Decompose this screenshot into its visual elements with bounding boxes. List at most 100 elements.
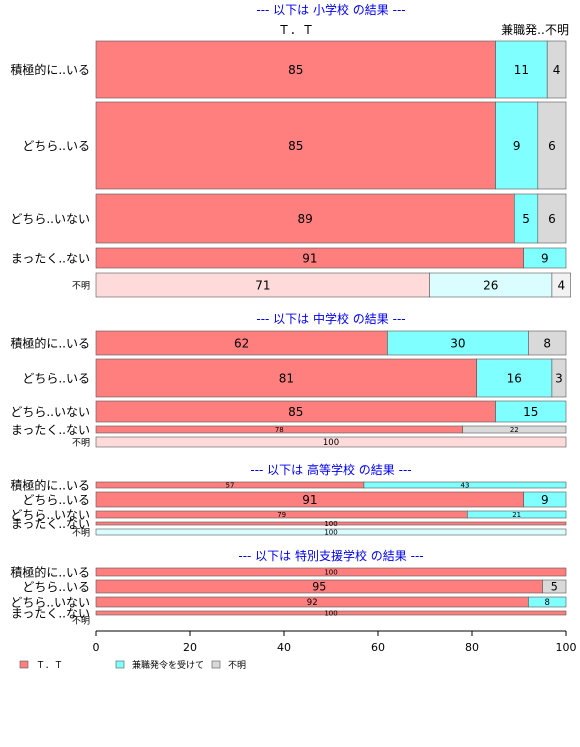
legend-swatch <box>115 660 125 669</box>
data-label: 11 <box>514 63 529 77</box>
data-label: 92 <box>307 598 318 608</box>
data-label: 5 <box>551 580 558 593</box>
row-label: どちら..いない <box>10 596 90 610</box>
data-label: 22 <box>510 426 519 434</box>
bar-segment-tt <box>95 521 567 526</box>
data-label: 100 <box>324 610 337 618</box>
panel-title: --- 以下は 高等学校 の結果 --- <box>250 462 411 477</box>
row-label: 不明 <box>72 527 90 538</box>
data-label: 100 <box>324 529 337 537</box>
panel-title: --- 以下は 中学校 の結果 --- <box>256 311 405 326</box>
row-label: どちら..いる <box>22 493 90 507</box>
data-label: 6 <box>548 212 556 226</box>
bar-segment-kenshoku <box>523 247 567 269</box>
x-tick-label: 60 <box>371 641 385 654</box>
bar-segment-fumei <box>551 272 572 298</box>
panel-title: --- 以下は 小学校 の結果 --- <box>256 2 405 17</box>
row-label: どちら..いない <box>10 405 90 419</box>
row-label: まったく..ない <box>11 517 90 531</box>
bar-segment-tt <box>95 101 496 190</box>
row-label: 積極的に..いる <box>10 336 90 351</box>
data-label: 5 <box>522 212 530 226</box>
bar-segment-kenshoku <box>528 596 567 608</box>
legend-label: 不明 <box>228 660 246 671</box>
data-label: 85 <box>288 63 303 77</box>
data-label: 79 <box>277 511 286 519</box>
x-tick-label: 0 <box>93 641 100 654</box>
data-label: 62 <box>234 336 249 350</box>
x-tick-label: 20 <box>183 641 197 654</box>
row-label: どちら..いない <box>10 212 90 226</box>
data-label: 91 <box>302 493 317 507</box>
row-label: 積極的に..いる <box>10 62 90 77</box>
row-label: 積極的に..いる <box>10 565 90 580</box>
row-label: どちら..いる <box>22 580 90 594</box>
data-label: 89 <box>298 212 313 226</box>
bar-segment-tt <box>95 567 567 577</box>
column-header: 不明 <box>545 23 569 37</box>
data-label: 71 <box>255 278 270 292</box>
row-label: まったく..ない <box>11 607 90 621</box>
data-label: 6 <box>548 139 556 153</box>
bar-segment-kenshoku <box>476 358 553 398</box>
data-label: 100 <box>323 438 339 448</box>
data-label: 9 <box>541 251 549 265</box>
bar-segment-fumei <box>528 330 567 356</box>
data-label: 16 <box>507 371 522 385</box>
data-label: 26 <box>483 278 498 292</box>
data-label: 81 <box>279 371 294 385</box>
data-label: 15 <box>523 405 538 419</box>
column-header: 兼職発.. <box>501 23 545 37</box>
bar-segment-fumei <box>537 101 567 190</box>
panel-title: --- 以下は 特別支援学校 の結果 --- <box>238 548 423 563</box>
bar-segment-tt <box>95 358 478 398</box>
data-label: 21 <box>512 511 521 519</box>
row-label: どちら..いない <box>10 508 90 522</box>
data-label: 100 <box>324 520 337 528</box>
data-label: 4 <box>553 63 561 77</box>
row-label: 不明 <box>72 615 90 626</box>
row-label: まったく..ない <box>11 423 90 437</box>
legend-swatch <box>211 660 221 669</box>
data-label: 78 <box>275 426 284 434</box>
x-tick-label: 80 <box>465 641 479 654</box>
bar-segment-kenshoku <box>495 101 539 190</box>
data-label: 9 <box>541 493 549 507</box>
legend-swatch <box>19 660 29 669</box>
data-label: 43 <box>460 482 469 490</box>
bar-segment-kenshoku <box>495 400 567 423</box>
bar-segment-fumei <box>462 425 567 434</box>
data-label: 8 <box>543 336 551 350</box>
bar-segment-kenshoku <box>429 272 553 298</box>
bar-segment-fumei <box>551 358 567 398</box>
bar-segment-tt <box>95 193 515 244</box>
data-label: 9 <box>513 139 521 153</box>
bar-segment-kenshoku <box>495 40 548 99</box>
data-label: 30 <box>450 336 465 350</box>
bar-segment-fumei <box>542 579 567 594</box>
data-label: 4 <box>557 278 565 292</box>
data-label: 8 <box>544 598 549 608</box>
bar-segment-fumei <box>546 40 567 99</box>
bar-segment-tt <box>95 330 388 356</box>
row-label: まったく..ない <box>11 252 90 266</box>
data-label: 91 <box>302 251 317 265</box>
bar-segment-fumei <box>537 193 567 244</box>
row-label: どちら..いる <box>22 372 90 386</box>
row-label: 積極的に..いる <box>10 478 90 493</box>
data-label: 100 <box>324 569 337 577</box>
bar-segment-tt <box>95 40 496 99</box>
row-label: どちら..いる <box>22 139 90 153</box>
bar-segment-tt <box>95 610 567 616</box>
legend-label: 兼職発令を受けて <box>132 659 204 671</box>
data-label: 3 <box>555 371 563 385</box>
bar-segment-kenshoku <box>95 528 567 536</box>
bar-segment-kenshoku <box>363 481 567 489</box>
data-label: 57 <box>225 482 234 490</box>
x-tick-label: 100 <box>556 641 577 654</box>
column-header: Ｔ．Ｔ <box>278 23 314 37</box>
legend-label: Ｔ．Ｔ <box>36 661 63 671</box>
bar-segment-kenshoku <box>523 491 567 508</box>
data-label: 85 <box>288 405 303 419</box>
